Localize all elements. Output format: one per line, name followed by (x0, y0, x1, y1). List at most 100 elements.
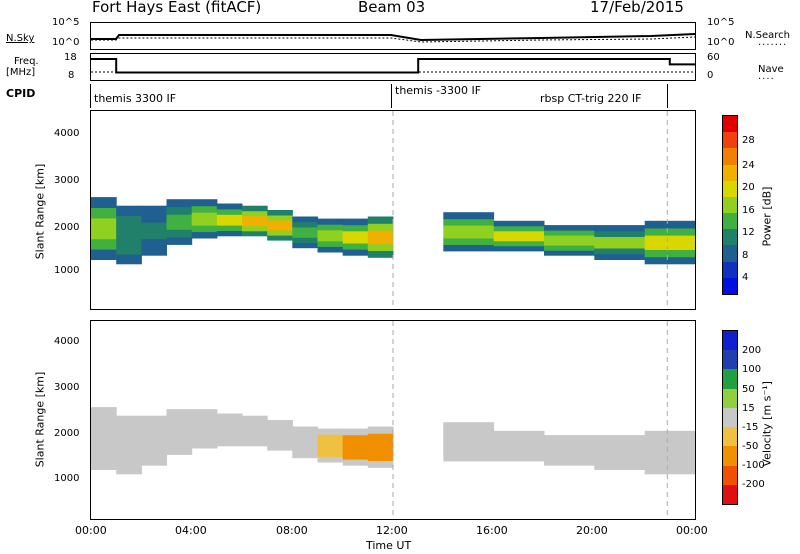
echo-cell (594, 446, 646, 453)
xtick-1: 04:00 (175, 524, 207, 537)
echo-cell (141, 246, 167, 256)
echo-cell (342, 224, 369, 232)
freq-panel (90, 53, 696, 81)
vel-cb-tick-50: 50 (742, 384, 755, 395)
echo-cell (141, 440, 167, 450)
echo-cell (116, 454, 142, 465)
echo-cell (216, 413, 243, 420)
echo-cell (443, 244, 495, 252)
echo-cell (544, 435, 595, 441)
cpid-end-tick (667, 84, 668, 108)
echo-cell (216, 429, 243, 436)
echo-cell (292, 442, 318, 448)
power-cb-tick-16: 16 (742, 205, 755, 216)
power-cb-tick-8: 8 (742, 250, 749, 261)
power-colorbar (722, 115, 738, 295)
echo-cell (116, 425, 142, 436)
echo-cell (342, 434, 369, 442)
xtick-4: 16:00 (476, 524, 508, 537)
echo-cell (493, 430, 545, 437)
echo-cell (594, 440, 646, 447)
freq-label: Freq. (14, 56, 39, 67)
echo-cell (191, 218, 218, 226)
echo-cell (191, 422, 218, 430)
cpid-start-tick (90, 84, 91, 108)
power-cb-tick-12: 12 (742, 227, 755, 238)
echo-cell (242, 420, 268, 427)
colorbar-swatch (723, 465, 737, 485)
echo-cell (544, 460, 595, 466)
echo-cell (644, 445, 695, 453)
echo-cell (317, 240, 344, 247)
colorbar-swatch (723, 407, 737, 428)
echo-cell (191, 435, 218, 443)
echo-cell (443, 218, 495, 226)
echo-cell (342, 230, 369, 238)
xtick-0: 00:00 (75, 524, 107, 537)
vel-cb-tick-m15: -15 (742, 422, 759, 433)
echo-cell (116, 234, 142, 245)
beam-label: Beam 03 (358, 0, 426, 16)
echo-cell (267, 420, 293, 426)
echo-cell (493, 435, 545, 442)
echo-cell (166, 416, 193, 425)
xtick-5: 20:00 (576, 524, 608, 537)
echo-cell (116, 435, 142, 446)
colorbar-swatch (723, 164, 737, 181)
echo-cell (216, 230, 243, 237)
echo-cell (367, 440, 394, 448)
echo-cell (242, 415, 268, 422)
echo-cell (367, 223, 394, 231)
echo-cell (594, 248, 646, 255)
echo-cell (594, 452, 646, 459)
echo-cell (166, 446, 193, 455)
echo-cell (166, 199, 193, 208)
xtick-2: 08:00 (276, 524, 308, 537)
echo-cell (544, 450, 595, 456)
echo-cell (141, 415, 167, 425)
echo-cell (191, 441, 218, 449)
echo-cell (644, 249, 695, 258)
echo-cell (166, 214, 193, 223)
echo-cell (594, 253, 646, 260)
echo-cell (544, 225, 595, 231)
nave-tick-top: 60 (707, 52, 720, 63)
colorbar-swatch (723, 229, 737, 246)
colorbar-swatch (723, 369, 737, 389)
echo-cell (317, 456, 344, 463)
echo-cell (594, 435, 646, 442)
echo-cell (443, 454, 495, 462)
power-ytick-2000: 2000 (54, 222, 80, 233)
xtick-3: 12:00 (376, 524, 408, 537)
echo-cell (367, 460, 394, 468)
nsky-line (91, 33, 695, 42)
echo-cell (367, 433, 394, 441)
echo-cell (91, 228, 117, 240)
echo-cell (267, 210, 293, 216)
echo-cell (317, 224, 344, 231)
echo-cell (191, 428, 218, 436)
echo-cell (594, 230, 646, 237)
echo-cell (166, 439, 193, 448)
echo-cell (267, 435, 293, 441)
colorbar-swatch (723, 446, 737, 466)
velocity-colorbar (722, 330, 738, 505)
velocity-plot (91, 321, 695, 519)
echo-cell (191, 225, 218, 233)
echo-cell (91, 427, 117, 439)
echo-cell (342, 428, 369, 436)
colorbar-swatch (723, 132, 737, 149)
nsearch-label: N.Search (745, 30, 791, 41)
echo-cell (166, 431, 193, 440)
echo-cell (644, 452, 695, 460)
echo-cell (493, 455, 545, 462)
echo-cell (267, 440, 293, 446)
nsky-plot (91, 33, 695, 43)
echo-cell (443, 422, 495, 430)
nave-dots: ···· (758, 74, 775, 85)
vel-cb-tick-15: 15 (742, 403, 755, 414)
echo-cell (166, 221, 193, 230)
echo-cell (141, 230, 167, 240)
echo-cell (267, 425, 293, 431)
cpid-segment-3: rbsp CT-trig 220 IF (540, 92, 642, 105)
